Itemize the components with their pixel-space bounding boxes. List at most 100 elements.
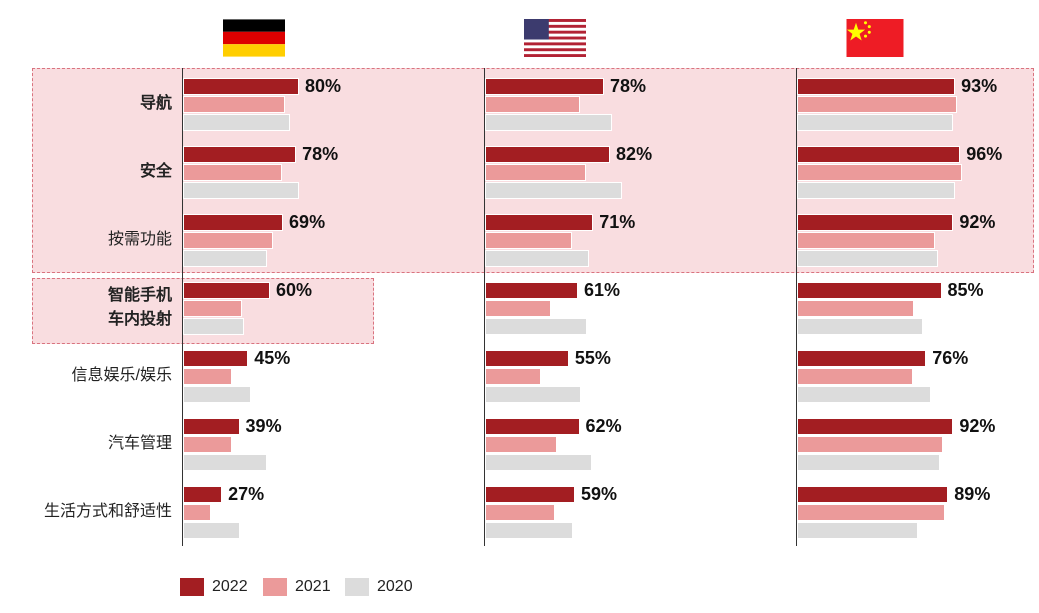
legend-label: 2022 — [212, 578, 248, 595]
bar-usa-2020 — [485, 386, 582, 403]
bar-usa-2022 — [485, 486, 575, 503]
data-label-germany: 80% — [305, 76, 342, 96]
bar-germany-2022 — [183, 78, 299, 95]
bar-germany-2021 — [183, 164, 282, 181]
bar-germany-2022 — [183, 214, 284, 231]
bar-china-2020 — [797, 250, 939, 267]
bar-usa-2021 — [485, 436, 557, 453]
data-label-usa: 55% — [574, 348, 611, 368]
bar-germany-2022 — [183, 146, 297, 163]
legend-item-2022: 2022 — [180, 578, 248, 596]
category-label: 导航 — [139, 95, 172, 112]
bar-usa-2020 — [485, 182, 623, 199]
category-label: 汽车管理 — [107, 435, 172, 452]
data-label-china: 93% — [961, 76, 998, 96]
category-label: 按需功能 — [107, 231, 172, 248]
bar-germany-2022 — [183, 350, 249, 367]
data-label-germany: 78% — [302, 144, 339, 164]
bar-china-2020 — [797, 454, 940, 471]
germany-flag-icon — [223, 19, 285, 57]
bar-usa-2020 — [485, 250, 589, 267]
bar-china-2022 — [797, 78, 956, 95]
bar-germany-2020 — [183, 182, 299, 199]
data-label-usa: 62% — [585, 416, 622, 436]
bar-china-2021 — [797, 504, 945, 521]
bar-china-2022 — [797, 350, 927, 367]
bar-germany-2020 — [183, 250, 268, 267]
bar-usa-2020 — [485, 114, 612, 131]
data-label-china: 92% — [959, 416, 996, 436]
data-label-germany: 27% — [228, 484, 265, 504]
bar-usa-2022 — [485, 418, 580, 435]
bar-usa-2022 — [485, 350, 569, 367]
bar-china-2020 — [797, 522, 918, 539]
legend-label: 2020 — [377, 578, 413, 595]
bar-usa-2021 — [485, 300, 551, 317]
bar-germany-2020 — [183, 114, 291, 131]
legend-swatch — [180, 578, 204, 596]
bar-china-2021 — [797, 300, 915, 317]
bar-germany-2022 — [183, 418, 240, 435]
bar-usa-2020 — [485, 318, 588, 335]
bar-usa-2021 — [485, 368, 542, 385]
bar-china-2021 — [797, 232, 935, 249]
axis-line-usa — [484, 68, 485, 546]
category-label: 智能手机 车内投射 — [107, 287, 172, 328]
data-label-germany: 69% — [289, 212, 326, 232]
bar-usa-2020 — [485, 522, 574, 539]
bar-germany-2020 — [183, 386, 252, 403]
category-label: 安全 — [139, 163, 172, 180]
bar-china-2020 — [797, 114, 954, 131]
bar-usa-2022 — [485, 146, 611, 163]
legend-item-2020: 2020 — [345, 578, 413, 596]
bar-china-2021 — [797, 368, 913, 385]
data-label-china: 89% — [954, 484, 991, 504]
legend-label: 2021 — [295, 578, 331, 595]
data-label-usa: 71% — [599, 212, 636, 232]
data-label-usa: 61% — [584, 280, 621, 300]
bar-usa-2021 — [485, 164, 586, 181]
bar-usa-2021 — [485, 232, 572, 249]
data-label-china: 85% — [947, 280, 984, 300]
bar-germany-2020 — [183, 454, 268, 471]
data-label-germany: 60% — [276, 280, 313, 300]
bar-usa-2021 — [485, 504, 556, 521]
china-flag-icon — [846, 19, 904, 57]
axis-line-china — [796, 68, 797, 546]
bar-china-2022 — [797, 146, 961, 163]
legend-swatch — [345, 578, 369, 596]
bar-germany-2021 — [183, 232, 273, 249]
bar-china-2020 — [797, 318, 923, 335]
data-label-usa: 59% — [580, 484, 617, 504]
bar-germany-2022 — [183, 486, 223, 503]
data-label-china: 92% — [959, 212, 996, 232]
bar-china-2020 — [797, 182, 956, 199]
data-label-germany: 39% — [245, 416, 282, 436]
bar-china-2021 — [797, 164, 962, 181]
bar-germany-2020 — [183, 318, 244, 335]
axis-line-germany — [182, 68, 183, 546]
data-label-germany: 45% — [254, 348, 291, 368]
bar-usa-2022 — [485, 282, 579, 299]
legend-swatch — [263, 578, 287, 596]
bar-germany-2021 — [183, 504, 211, 521]
bar-germany-2021 — [183, 300, 243, 317]
bar-germany-2021 — [183, 368, 233, 385]
bar-germany-2022 — [183, 282, 270, 299]
bar-china-2022 — [797, 214, 954, 231]
bar-china-2022 — [797, 282, 942, 299]
bar-usa-2020 — [485, 454, 592, 471]
bar-china-2021 — [797, 96, 957, 113]
bar-usa-2022 — [485, 214, 594, 231]
data-label-china: 96% — [966, 144, 1003, 164]
legend-item-2021: 2021 — [263, 578, 331, 596]
bar-germany-2021 — [183, 436, 233, 453]
category-label: 信息娱乐/娱乐 — [71, 367, 172, 384]
data-label-china: 76% — [932, 348, 969, 368]
bar-china-2020 — [797, 386, 932, 403]
bar-usa-2021 — [485, 96, 580, 113]
bar-germany-2020 — [183, 522, 240, 539]
data-label-usa: 78% — [609, 76, 646, 96]
data-label-usa: 82% — [616, 144, 653, 164]
